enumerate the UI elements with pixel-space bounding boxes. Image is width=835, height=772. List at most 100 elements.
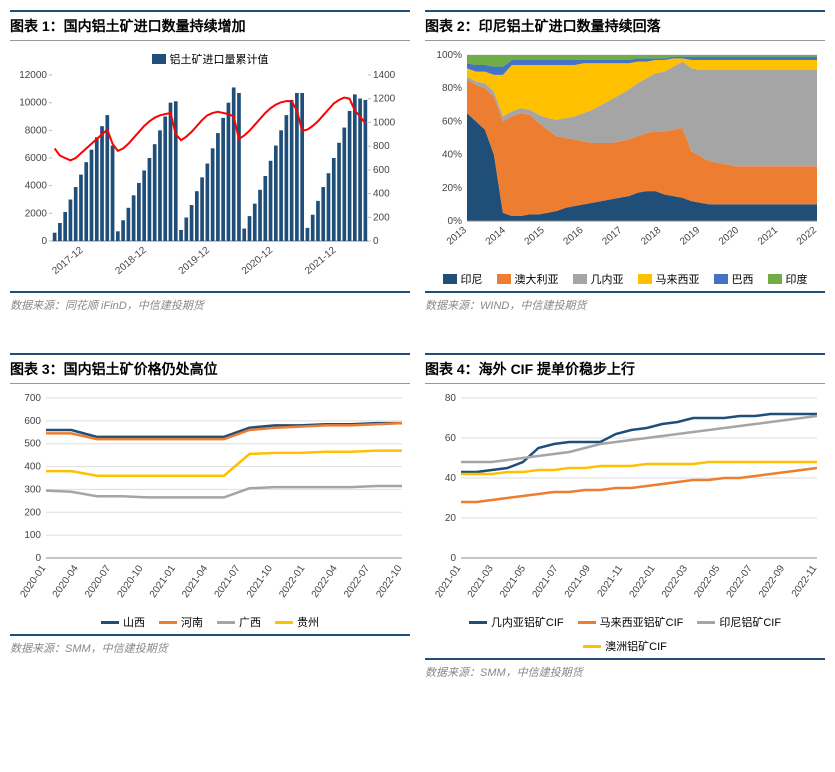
chart3-panel: 图表 3：国内铝土矿价格仍处高位 01002003004005006007002… bbox=[10, 353, 410, 680]
svg-text:300: 300 bbox=[24, 484, 41, 495]
svg-text:2022-05: 2022-05 bbox=[692, 563, 722, 600]
svg-text:0: 0 bbox=[373, 236, 379, 247]
svg-text:0: 0 bbox=[35, 553, 41, 564]
svg-text:2022-03: 2022-03 bbox=[660, 563, 690, 600]
chart2-panel: 图表 2：印尼铝土矿进口数量持续回落 0%20%40%60%80%100%201… bbox=[425, 10, 825, 313]
svg-text:10000: 10000 bbox=[19, 98, 47, 109]
chart2-source: 数据来源：WIND，中信建投期货 bbox=[425, 291, 825, 313]
svg-text:600: 600 bbox=[373, 165, 390, 176]
svg-text:2022-09: 2022-09 bbox=[757, 563, 787, 600]
svg-text:700: 700 bbox=[24, 393, 41, 404]
svg-text:40%: 40% bbox=[442, 150, 462, 161]
svg-text:2019-12: 2019-12 bbox=[177, 245, 213, 277]
svg-text:2021-12: 2021-12 bbox=[303, 245, 339, 277]
svg-text:2020-07: 2020-07 bbox=[83, 563, 113, 600]
svg-text:2021-04: 2021-04 bbox=[180, 563, 210, 600]
chart2-svg: 0%20%40%60%80%100%2013201420152016201720… bbox=[425, 47, 825, 267]
chart1-title-line bbox=[10, 40, 410, 41]
svg-text:600: 600 bbox=[24, 416, 41, 427]
chart1-legend: 铝土矿进口量累计值 bbox=[10, 51, 410, 67]
svg-text:40: 40 bbox=[445, 473, 457, 484]
svg-text:0: 0 bbox=[450, 553, 456, 564]
chart1-svg: 0200040006000800010000120000200400600800… bbox=[10, 67, 410, 287]
svg-text:2020-01: 2020-01 bbox=[18, 563, 48, 600]
svg-text:2018: 2018 bbox=[639, 225, 663, 248]
leg3-item: 贵州 bbox=[275, 614, 319, 630]
chart1-source: 数据来源：同花顺 iFinD，中信建投期货 bbox=[10, 291, 410, 313]
svg-text:80%: 80% bbox=[442, 83, 462, 94]
svg-text:2020: 2020 bbox=[717, 225, 741, 248]
svg-text:4000: 4000 bbox=[25, 181, 48, 192]
chart3-svg: 01002003004005006007002020-012020-042020… bbox=[10, 390, 410, 610]
svg-text:2021-03: 2021-03 bbox=[466, 563, 496, 600]
svg-text:2015: 2015 bbox=[523, 225, 547, 248]
svg-text:2022-07: 2022-07 bbox=[725, 563, 755, 600]
svg-text:400: 400 bbox=[24, 462, 41, 473]
svg-text:60%: 60% bbox=[442, 116, 462, 127]
svg-text:2016: 2016 bbox=[561, 225, 585, 248]
svg-text:2021-09: 2021-09 bbox=[563, 563, 593, 600]
svg-text:8000: 8000 bbox=[25, 125, 48, 136]
chart3-title-line bbox=[10, 383, 410, 384]
svg-text:200: 200 bbox=[24, 507, 41, 518]
svg-text:500: 500 bbox=[24, 439, 41, 450]
svg-text:2020-04: 2020-04 bbox=[51, 563, 81, 600]
svg-text:2022: 2022 bbox=[795, 225, 819, 248]
svg-text:2021-10: 2021-10 bbox=[245, 563, 275, 600]
svg-text:2022-01: 2022-01 bbox=[277, 563, 307, 600]
svg-text:2022-10: 2022-10 bbox=[374, 563, 404, 600]
svg-text:800: 800 bbox=[373, 141, 390, 152]
leg3-item: 河南 bbox=[159, 614, 203, 630]
chart1-title: 图表 1：国内铝土矿进口数量持续增加 bbox=[10, 10, 410, 40]
leg3-item: 广西 bbox=[217, 614, 261, 630]
svg-text:2014: 2014 bbox=[484, 225, 508, 248]
leg4-item: 几内亚铝矿CIF bbox=[469, 614, 564, 630]
chart2-legend-item: 巴西 bbox=[714, 271, 754, 287]
chart4-title: 图表 4：海外 CIF 提单价稳步上行 bbox=[425, 353, 825, 383]
svg-text:2020-10: 2020-10 bbox=[115, 563, 145, 600]
chart2-legend-item: 印度 bbox=[768, 271, 808, 287]
svg-text:20%: 20% bbox=[442, 183, 462, 194]
svg-text:2013: 2013 bbox=[445, 225, 469, 248]
chart3-source: 数据来源：SMM，中信建投期货 bbox=[10, 634, 410, 656]
chart2-legend: 印尼澳大利亚几内亚马来西亚巴西印度 bbox=[425, 271, 825, 287]
chart4-svg: 0204060802021-012021-032021-052021-07202… bbox=[425, 390, 825, 610]
svg-text:400: 400 bbox=[373, 189, 390, 200]
svg-text:2021-07: 2021-07 bbox=[213, 563, 243, 600]
svg-text:6000: 6000 bbox=[25, 153, 48, 164]
svg-text:2020-12: 2020-12 bbox=[240, 245, 276, 277]
leg4-item: 印尼铝矿CIF bbox=[697, 614, 781, 630]
svg-text:2021: 2021 bbox=[756, 225, 780, 248]
svg-text:12000: 12000 bbox=[19, 70, 47, 81]
svg-text:2022-11: 2022-11 bbox=[790, 563, 820, 599]
svg-text:80: 80 bbox=[445, 393, 457, 404]
chart3-title: 图表 3：国内铝土矿价格仍处高位 bbox=[10, 353, 410, 383]
svg-text:2017-12: 2017-12 bbox=[50, 245, 86, 277]
chart4-source: 数据来源：SMM，中信建投期货 bbox=[425, 658, 825, 680]
svg-text:2022-01: 2022-01 bbox=[628, 563, 658, 600]
chart4-title-line bbox=[425, 383, 825, 384]
svg-text:100%: 100% bbox=[436, 50, 462, 61]
svg-text:1200: 1200 bbox=[373, 94, 396, 105]
chart1-panel: 图表 1：国内铝土矿进口数量持续增加 铝土矿进口量累计值 02000400060… bbox=[10, 10, 410, 313]
svg-text:0: 0 bbox=[41, 236, 47, 247]
chart1-legend-bar-label: 铝土矿进口量累计值 bbox=[170, 51, 269, 67]
svg-text:20: 20 bbox=[445, 513, 457, 524]
svg-text:1400: 1400 bbox=[373, 70, 396, 81]
svg-text:1000: 1000 bbox=[373, 117, 396, 128]
svg-text:2021-01: 2021-01 bbox=[148, 563, 178, 600]
svg-text:2017: 2017 bbox=[600, 225, 624, 248]
chart2-legend-item: 马来西亚 bbox=[638, 271, 700, 287]
chart1-legend-bar: 铝土矿进口量累计值 bbox=[152, 51, 269, 67]
svg-text:2021-07: 2021-07 bbox=[530, 563, 560, 600]
chart2-title-line bbox=[425, 40, 825, 41]
svg-text:2000: 2000 bbox=[25, 208, 48, 219]
chart2-legend-item: 澳大利亚 bbox=[497, 271, 559, 287]
svg-text:2018-12: 2018-12 bbox=[114, 245, 150, 277]
chart2-legend-item: 几内亚 bbox=[573, 271, 624, 287]
leg3-item: 山西 bbox=[101, 614, 145, 630]
chart3-legend: 山西河南广西贵州 bbox=[10, 614, 410, 630]
svg-text:2021-01: 2021-01 bbox=[433, 563, 463, 600]
svg-text:2022-07: 2022-07 bbox=[342, 563, 372, 600]
leg4-item: 马来西亚铝矿CIF bbox=[578, 614, 684, 630]
